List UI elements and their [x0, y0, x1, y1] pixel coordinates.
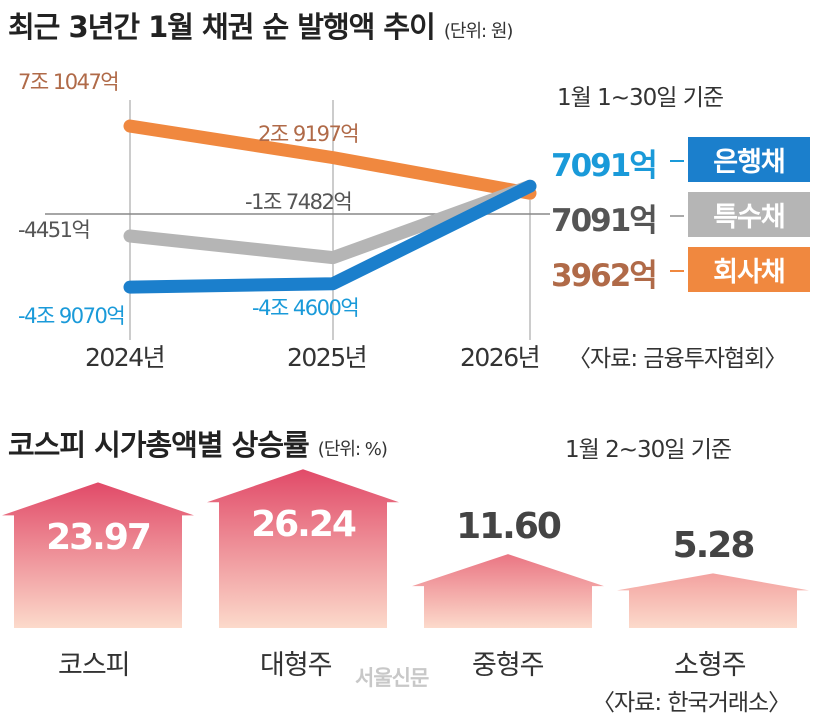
watermark-logo: 서울신문: [355, 666, 429, 690]
value-label: 5.28: [672, 525, 756, 567]
legend-connector: [670, 270, 684, 272]
x-tick-2025: 2025년: [287, 343, 368, 372]
bond-line-chart: [45, 100, 550, 340]
x-tick-2026: 2026년: [460, 343, 541, 372]
data-label: -1조 7482억: [245, 190, 353, 214]
category-large-cap: 대형주: [260, 650, 333, 681]
data-label: -4조 4600억: [252, 296, 360, 320]
legend-bank-bond: 은행채: [688, 137, 810, 182]
kospi-arrow-chart: [2, 469, 809, 628]
bond-period-note: 1월 1~30일 기준: [557, 85, 724, 111]
legend-connector: [670, 215, 684, 217]
bond-unit: (단위: 원): [443, 21, 514, 42]
kospi-period-note: 1월 2~30일 기준: [565, 437, 732, 463]
category-kospi: 코스피: [58, 650, 131, 681]
series-line-회사채: [123, 119, 537, 200]
category-small-cap: 소형주: [674, 650, 747, 681]
data-label: -4조 9070억: [18, 304, 126, 328]
end-value-special: 7091억: [551, 203, 658, 239]
legend-connector: [670, 160, 684, 162]
data-label: 2조 9197억: [258, 122, 360, 146]
kospi-chart-title: 코스피 시가총액별 상승률 (단위: %): [8, 422, 388, 464]
series-line-특수채: [123, 179, 537, 265]
data-label: -4451억: [18, 218, 91, 242]
end-value-corporate: 3962억: [551, 258, 658, 294]
value-label: 23.97: [46, 517, 152, 559]
arrow-bar-대형주: [207, 469, 399, 628]
arrow-bar-소형주: [617, 573, 809, 628]
kospi-unit: (단위: %): [317, 439, 388, 460]
arrow-bar-중형주: [412, 554, 604, 628]
x-tick-2024: 2024년: [85, 343, 166, 372]
kospi-source: 〈자료: 한국거래소〉: [592, 690, 791, 716]
legend-special-bond: 특수채: [688, 192, 810, 237]
value-label: 26.24: [251, 504, 357, 546]
category-mid-cap: 중형주: [472, 650, 545, 681]
bond-source: 〈자료: 금융투자협회〉: [568, 346, 787, 372]
end-value-bank: 7091억: [551, 148, 658, 184]
bond-chart-title: 최근 3년간 1월 채권 순 발행액 추이 (단위: 원): [8, 4, 514, 46]
arrow-bar-코스피: [2, 482, 194, 628]
bond-title-text: 최근 3년간 1월 채권 순 발행액 추이: [8, 10, 436, 44]
value-label: 11.60: [456, 506, 562, 548]
kospi-title-text: 코스피 시가총액별 상승률: [8, 428, 310, 462]
legend-corporate-bond: 회사채: [688, 247, 810, 292]
series-line-은행채: [123, 179, 537, 294]
data-label: 7조 1047억: [18, 70, 120, 94]
